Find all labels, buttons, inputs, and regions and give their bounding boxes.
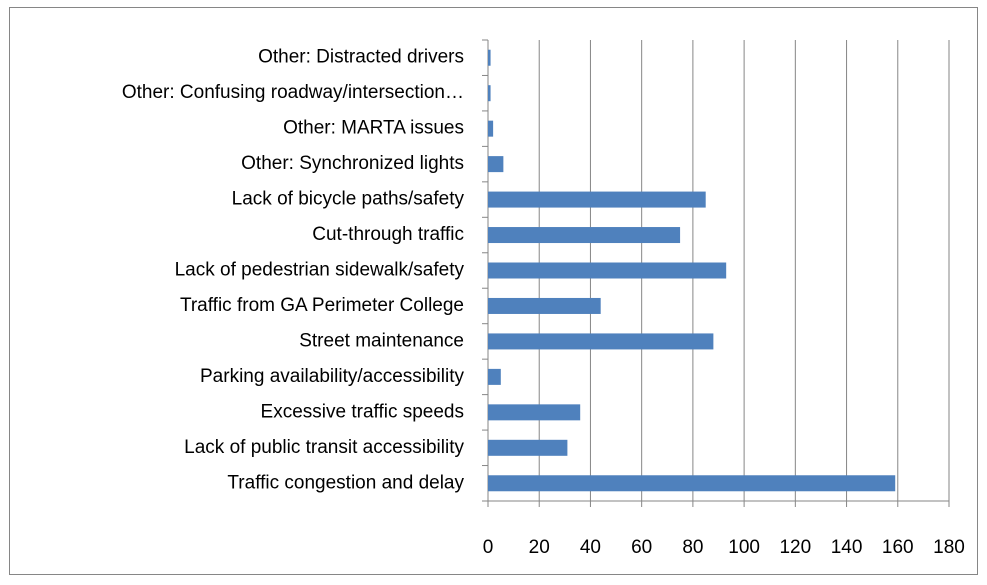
x-tick-label: 0 xyxy=(483,537,494,558)
y-tick-label: Parking availability/accessibility xyxy=(200,366,464,387)
x-tick-label: 120 xyxy=(779,537,811,558)
x-tick-label: 80 xyxy=(682,537,703,558)
bar xyxy=(488,191,706,208)
y-tick-label: Other: Distracted drivers xyxy=(258,47,464,68)
bar xyxy=(488,439,568,456)
x-tick-label: 140 xyxy=(831,537,863,558)
bar xyxy=(488,297,601,314)
y-tick-label: Other: Confusing roadway/intersection… xyxy=(122,82,464,103)
y-tick-label: Lack of public transit accessibility xyxy=(184,437,464,458)
bar xyxy=(488,227,681,244)
y-tick-label: Cut-through traffic xyxy=(312,224,464,245)
bar xyxy=(488,156,504,173)
x-tick-label: 40 xyxy=(580,537,601,558)
y-tick-label: Lack of bicycle paths/safety xyxy=(232,189,465,210)
y-tick-label: Other: MARTA issues xyxy=(283,118,464,139)
y-tick-label: Traffic congestion and delay xyxy=(227,472,464,493)
x-tick-label: 60 xyxy=(631,537,652,558)
x-tick-label: 100 xyxy=(728,537,760,558)
y-tick-label: Traffic from GA Perimeter College xyxy=(180,295,464,316)
bar xyxy=(488,475,896,492)
y-tick-label: Lack of pedestrian sidewalk/safety xyxy=(175,260,465,281)
y-tick-label: Other: Synchronized lights xyxy=(241,153,464,174)
bar xyxy=(488,120,494,137)
x-tick-label: 160 xyxy=(882,537,914,558)
bar xyxy=(488,333,714,350)
x-tick-label: 180 xyxy=(933,537,965,558)
bar xyxy=(488,404,581,421)
y-tick-label: Excessive traffic speeds xyxy=(261,401,464,422)
x-tick-label: 20 xyxy=(529,537,550,558)
bar xyxy=(488,49,491,66)
bar xyxy=(488,85,491,102)
bar xyxy=(488,262,727,279)
y-tick-label: Street maintenance xyxy=(299,330,464,351)
bar xyxy=(488,368,501,385)
